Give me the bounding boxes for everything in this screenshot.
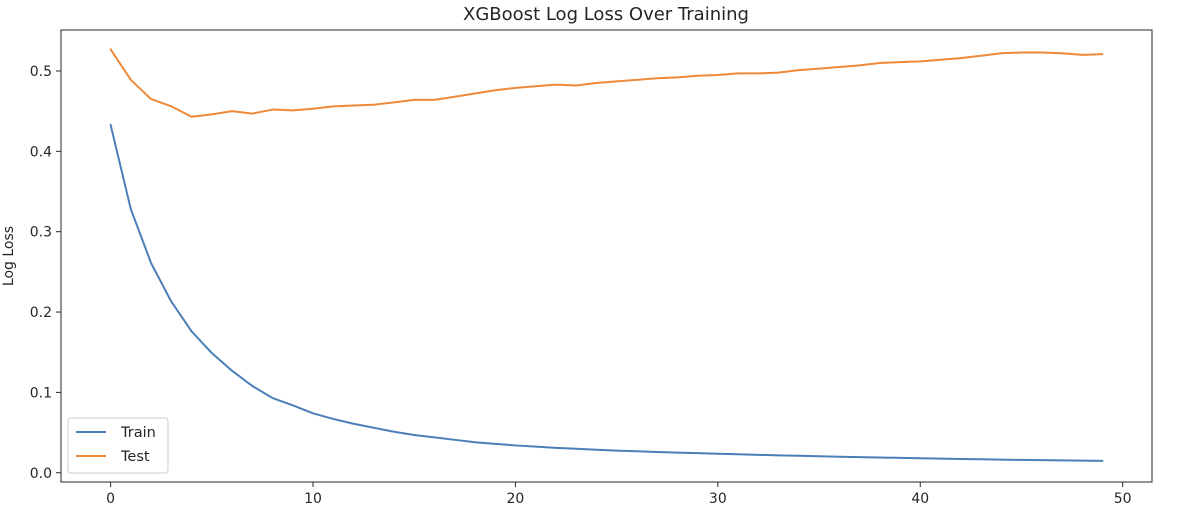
y-tick-label: 0.4 bbox=[30, 144, 52, 160]
legend: Train Test bbox=[67, 417, 169, 474]
y-tick-label: 0.1 bbox=[30, 385, 52, 401]
series-line-test bbox=[109, 48, 1104, 118]
x-tick-label: 40 bbox=[911, 491, 929, 507]
y-tick-label: 0.0 bbox=[30, 466, 52, 482]
y-tick-label: 0.3 bbox=[30, 225, 52, 241]
plot-frame bbox=[60, 29, 1153, 483]
x-tick-label: 30 bbox=[709, 491, 727, 507]
y-tick-label: 0.5 bbox=[30, 64, 52, 80]
chart-title: XGBoost Log Loss Over Training bbox=[463, 4, 749, 25]
x-tick-label: 10 bbox=[304, 491, 322, 507]
x-tick-label: 0 bbox=[106, 491, 115, 507]
y-tick-label: 0.2 bbox=[30, 305, 52, 321]
y-axis-ticks: 0.0 0.1 0.2 0.3 0.4 0.5 bbox=[30, 64, 61, 482]
series-lines bbox=[109, 48, 1104, 462]
x-axis-ticks: 0 10 20 30 40 50 bbox=[106, 482, 1132, 507]
y-axis-label: Log Loss bbox=[1, 226, 17, 286]
x-tick-label: 20 bbox=[507, 491, 525, 507]
series-line-train bbox=[109, 123, 1104, 462]
legend-label-train: Train bbox=[120, 425, 156, 441]
x-tick-label: 50 bbox=[1114, 491, 1132, 507]
legend-label-test: Test bbox=[120, 449, 150, 465]
